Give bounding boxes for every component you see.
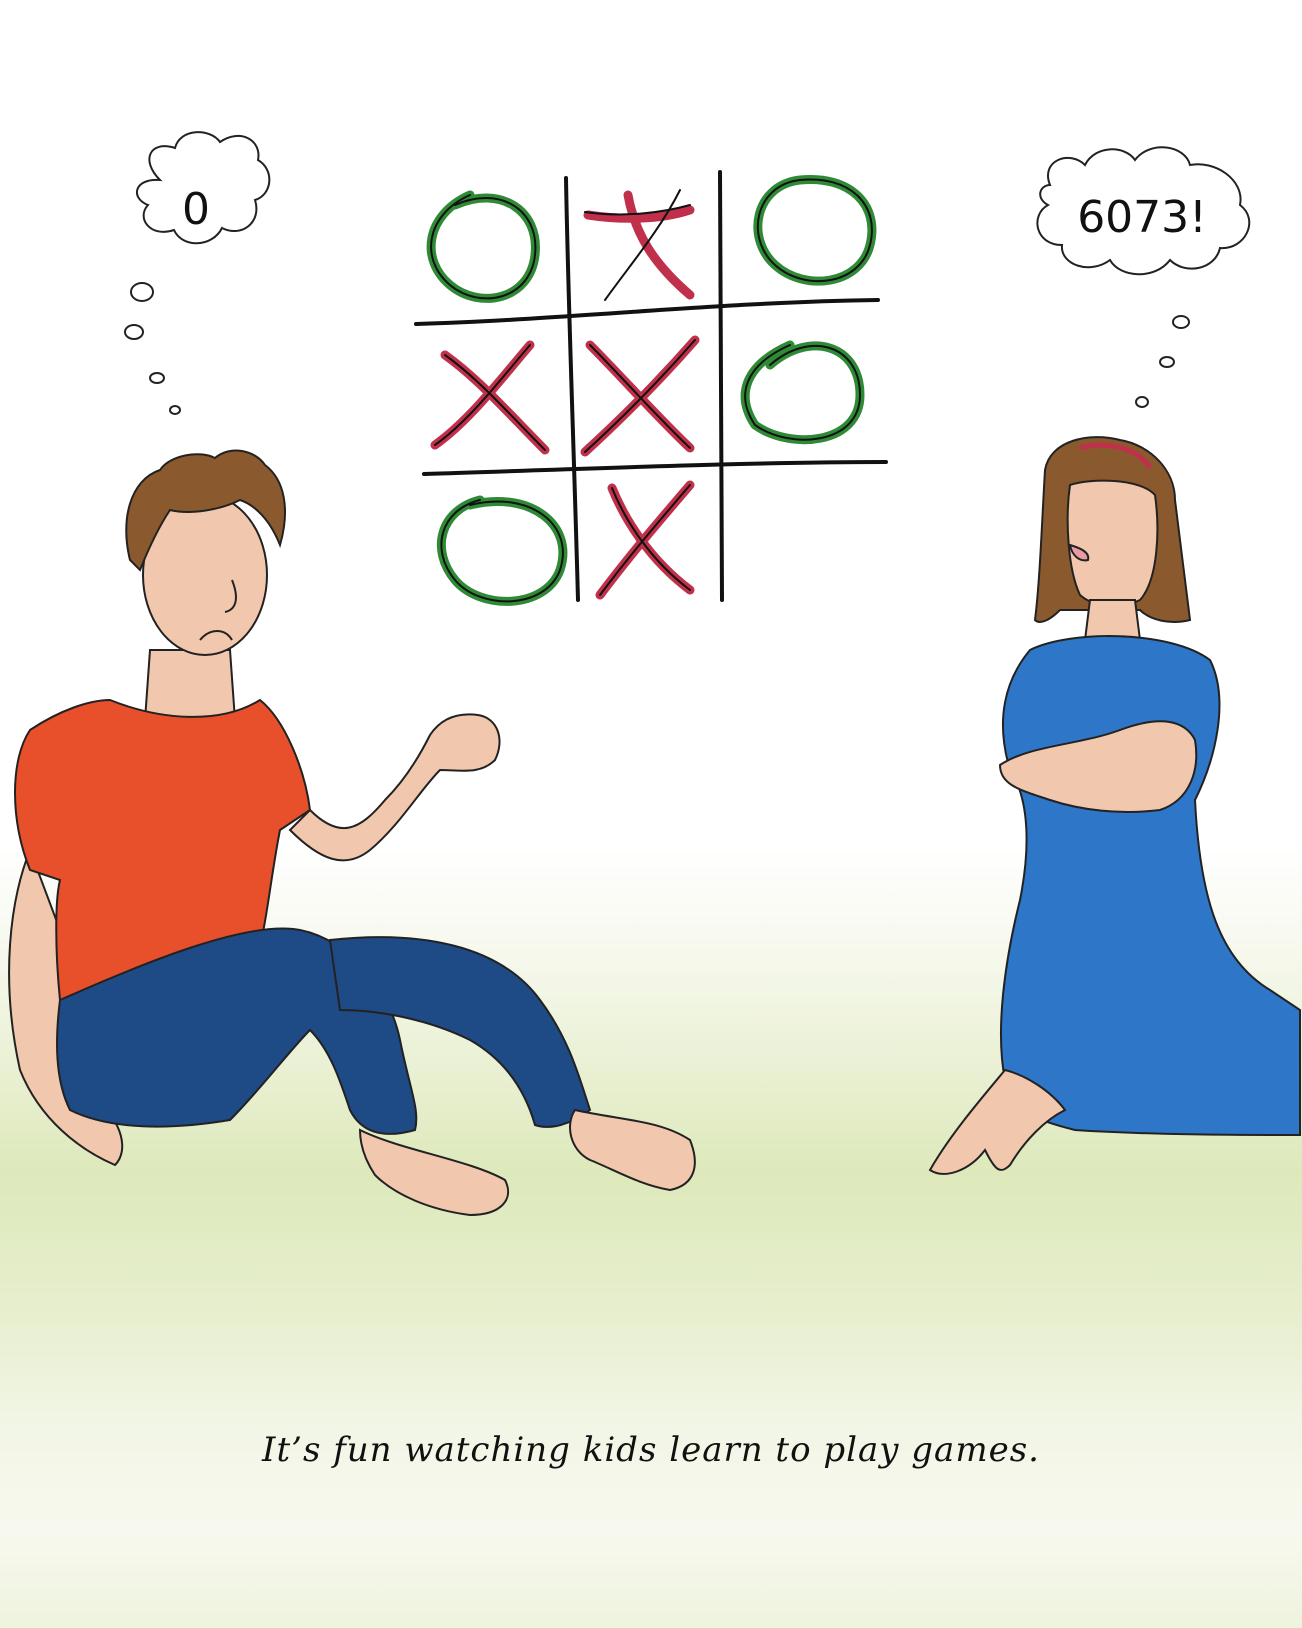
boy-figure [8,449,696,1217]
right-thought-bubble [1036,146,1251,408]
girl-face [1066,479,1159,608]
cell-3-1-o-mark [436,495,568,606]
cell-2-3-o-mark [740,340,865,445]
caption: It’s fun watching kids learn to play gam… [262,1430,1040,1470]
boy-hair [125,449,286,572]
boy-left-foot [358,1128,510,1217]
board-marks [426,174,877,606]
boy-jeans [56,927,418,1135]
right-thought-text: 6073! [1077,192,1207,243]
tic-tac-toe-grid [414,170,888,602]
left-thought-bubble [124,131,271,415]
girl-feet [928,1068,1067,1175]
cell-2-1-x-mark [430,340,550,455]
girl-figure [928,436,1301,1175]
girl-headband [1079,442,1153,470]
cell-1-2-x-mark [583,189,695,301]
boy-right-foot [569,1108,696,1192]
left-thought-text: 0 [182,184,210,235]
cell-2-2-x-mark [580,335,700,457]
boy-right-arm [288,713,501,862]
girl-dress [999,635,1301,1137]
girl-arms [998,720,1198,813]
cell-1-1-o-mark [426,190,540,303]
cell-3-2-x-mark [595,480,695,600]
cell-1-3-o-mark [753,174,877,286]
